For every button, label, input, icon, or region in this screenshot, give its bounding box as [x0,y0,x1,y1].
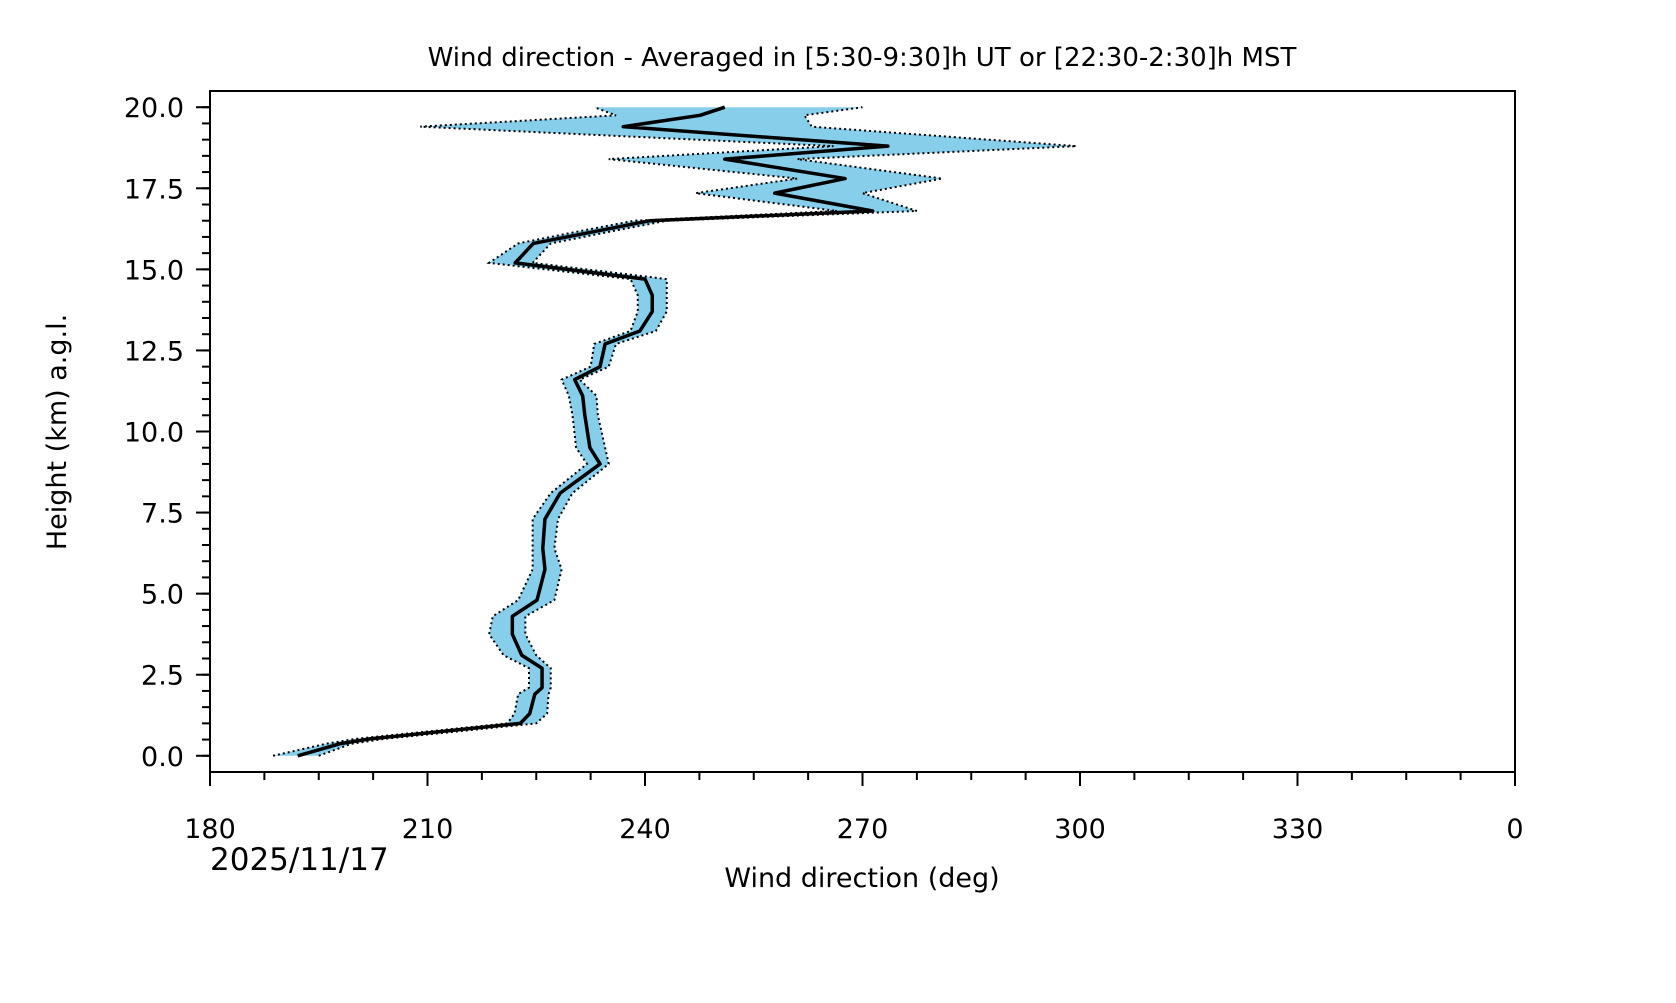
y-axis-label: Height (km) a.g.l. [42,314,73,550]
y-axis: 0.0 2.5 5.0 7.5 10.0 12.5 15.0 17.5 20.0 [124,93,210,773]
y-tick-label: 17.5 [124,174,184,205]
y-tick-label: 10.0 [124,418,184,449]
x-tick-label: 180 [184,814,236,845]
mean-line-layer [297,105,890,758]
y-tick-label: 12.5 [124,336,184,367]
x-axis: 180 210 240 270 300 330 0 [184,772,1524,845]
date-label: 2025/11/17 [210,842,389,878]
y-tick-label: 15.0 [124,255,184,286]
y-tick-label: 2.5 [141,661,184,692]
y-tick-label: 0.0 [141,742,184,773]
std-band-layer [272,106,1077,757]
x-tick-label: 210 [402,814,454,845]
y-tick-label: 7.5 [141,499,184,530]
x-axis-label: Wind direction (deg) [724,863,999,894]
x-tick-label: 330 [1272,814,1324,845]
y-tick-label: 20.0 [124,93,184,124]
lower-bound-line [272,106,838,757]
y-tick-label: 5.0 [141,580,184,611]
mean-direction-line [297,105,890,758]
chart-title: Wind direction - Averaged in [5:30-9:30]… [428,43,1297,73]
x-tick-label: 0 [1506,814,1523,845]
x-tick-label: 270 [837,814,889,845]
std-band [273,107,1077,756]
x-tick-label: 300 [1054,814,1106,845]
x-tick-label: 240 [619,814,671,845]
upper-bound-line [318,106,1077,757]
